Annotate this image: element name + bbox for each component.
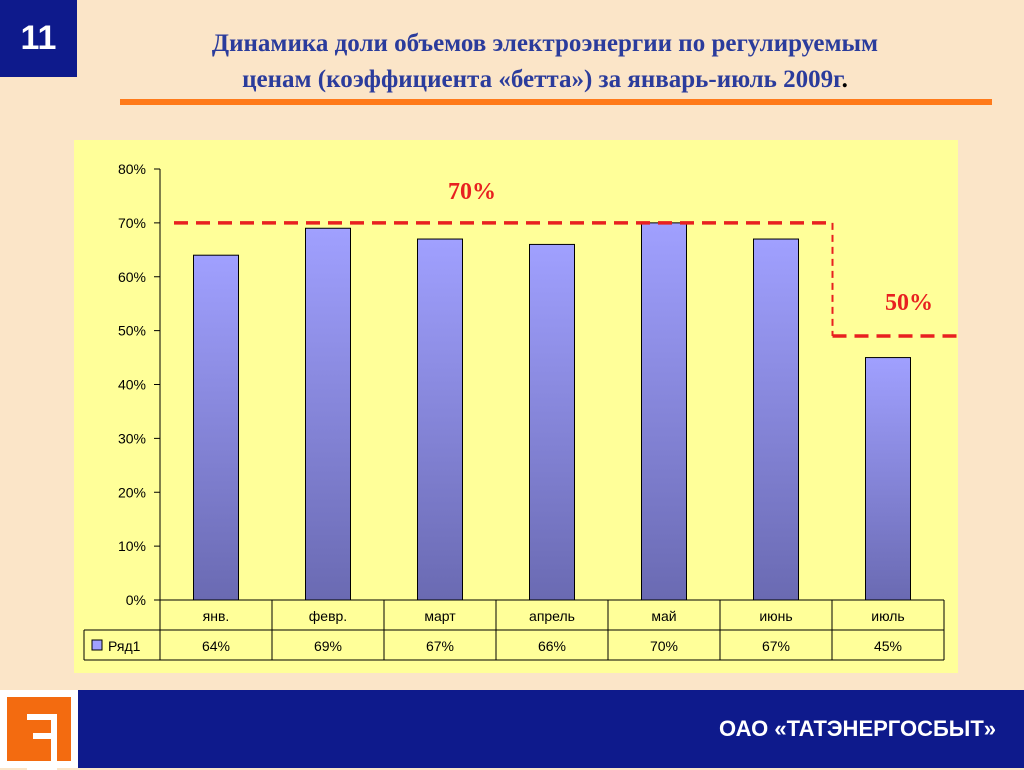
title-line-1: Динамика доли объемов электроэнергии по …	[211, 30, 879, 57]
title-underline	[120, 99, 992, 105]
slide-title: Динамика доли объемов электроэнергии по …	[110, 26, 980, 98]
bar	[529, 243, 575, 601]
threshold-label: 70%	[448, 179, 496, 205]
bar	[417, 238, 463, 601]
logo-bar	[33, 733, 57, 739]
title-line-2-text: ценам (коэффициента «бетта») за январь-и…	[242, 66, 842, 93]
y-tick-label: 80%	[118, 161, 146, 177]
bar	[753, 238, 799, 601]
data-value-label: 45%	[874, 638, 902, 654]
bar	[865, 357, 911, 601]
y-tick-label: 30%	[118, 430, 146, 446]
x-category-label: май	[651, 608, 676, 624]
logo-frame	[27, 714, 57, 770]
data-value-label: 70%	[650, 638, 678, 654]
y-tick-label: 70%	[118, 215, 146, 231]
logo-background	[7, 697, 71, 770]
slide-number: 11	[0, 0, 77, 77]
legend-key	[91, 639, 103, 651]
bar	[305, 227, 351, 601]
x-category-label: март	[424, 608, 456, 624]
x-category-label: апрель	[529, 608, 575, 624]
chart-area: 0% 10% 20% 30% 40% 50% 60% 70% 80% янв. февр. март а…	[74, 140, 958, 673]
legend-series-name: Ряд1	[108, 638, 141, 654]
title-line-2: ценам (коэффициента «бетта») за январь-и…	[110, 62, 980, 98]
x-category-label: июль	[871, 608, 904, 624]
data-value-label: 64%	[202, 638, 230, 654]
company-logo	[0, 690, 78, 770]
y-tick-label: 40%	[118, 377, 146, 393]
x-category-label: февр.	[309, 608, 347, 624]
y-tick-label: 20%	[118, 484, 146, 500]
data-value-label: 66%	[538, 638, 566, 654]
company-name: ОАО «ТАТЭНЕРГОСБЫТ»	[719, 716, 996, 741]
data-value-label: 67%	[762, 638, 790, 654]
data-value-label: 67%	[426, 638, 454, 654]
x-category-label: июнь	[759, 608, 792, 624]
title-line-2-end: .	[841, 66, 848, 93]
y-tick-label: 50%	[118, 323, 146, 339]
footer-bar: ОАО «ТАТЭНЕРГОСБЫТ»	[0, 690, 1024, 770]
y-tick-label: 10%	[118, 538, 146, 554]
bar	[641, 222, 687, 601]
y-tick-label: 0%	[126, 592, 146, 608]
threshold-label: 50%	[885, 290, 933, 316]
data-value-label: 69%	[314, 638, 342, 654]
x-category-label: янв.	[203, 608, 230, 624]
bar-chart: 0% 10% 20% 30% 40% 50% 60% 70% 80% янв. февр. март а…	[83, 161, 958, 661]
bar	[193, 254, 239, 601]
y-tick-label: 60%	[118, 269, 146, 285]
